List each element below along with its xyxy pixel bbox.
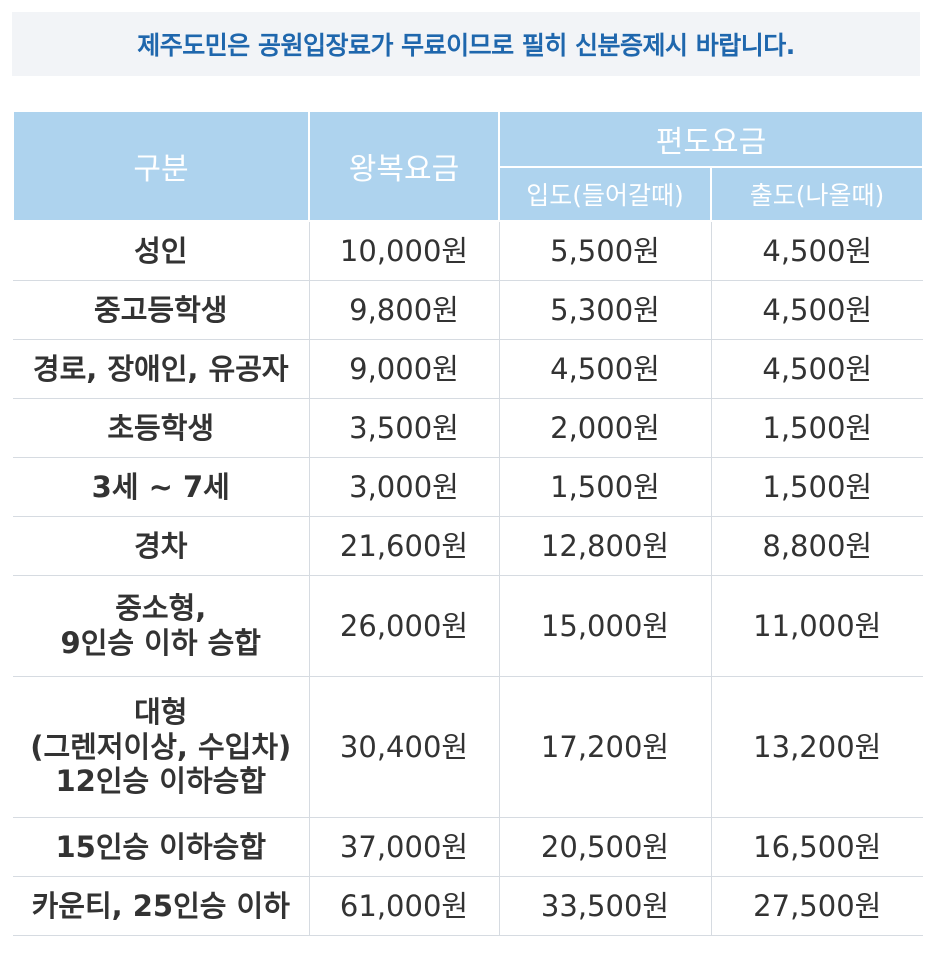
row-category: 3세 ~ 7세 — [13, 457, 310, 517]
header-leaving: 출도(나올때) — [710, 166, 924, 222]
row-round-trip: 9,000원 — [308, 339, 500, 399]
table-row: 중소형, 9인승 이하 승합 26,000원 15,000원 11,000원 — [13, 575, 923, 677]
row-entering: 5,300원 — [498, 280, 712, 340]
row-round-trip: 61,000원 — [308, 876, 500, 936]
row-round-trip: 26,000원 — [308, 575, 500, 677]
table-row: 대형 (그렌저이상, 수입차) 12인승 이하승합 30,400원 17,200… — [13, 676, 923, 818]
row-category: 15인승 이하승합 — [13, 817, 310, 877]
row-round-trip: 30,400원 — [308, 676, 500, 818]
fare-table: 구분 왕복요금 편도요금 입도(들어갈때) 출도(나올때) 성인 10,000원… — [12, 110, 924, 936]
row-leaving: 27,500원 — [710, 876, 923, 936]
table-row: 경차 21,600원 12,800원 8,800원 — [13, 516, 923, 576]
id-notice-banner: 제주도민은 공원입장료가 무료이므로 필히 신분증제시 바랍니다. — [12, 12, 920, 76]
row-entering: 1,500원 — [498, 457, 712, 517]
row-round-trip: 21,600원 — [308, 516, 500, 576]
header-category: 구분 — [12, 110, 310, 222]
table-row: 중고등학생 9,800원 5,300원 4,500원 — [13, 280, 923, 340]
row-category: 초등학생 — [13, 398, 310, 458]
header-entering: 입도(들어갈때) — [498, 166, 712, 222]
table-row: 15인승 이하승합 37,000원 20,500원 16,500원 — [13, 817, 923, 877]
header-one-way: 편도요금 — [498, 110, 924, 168]
id-notice-text: 제주도민은 공원입장료가 무료이므로 필히 신분증제시 바랍니다. — [137, 31, 795, 60]
row-entering: 20,500원 — [498, 817, 712, 877]
row-leaving: 1,500원 — [710, 457, 923, 517]
header-round-trip: 왕복요금 — [308, 110, 500, 222]
row-leaving: 16,500원 — [710, 817, 923, 877]
row-round-trip: 9,800원 — [308, 280, 500, 340]
row-round-trip: 3,000원 — [308, 457, 500, 517]
row-leaving: 4,500원 — [710, 220, 923, 281]
row-entering: 12,800원 — [498, 516, 712, 576]
table-row: 경로, 장애인, 유공자 9,000원 4,500원 4,500원 — [13, 339, 923, 399]
row-leaving: 13,200원 — [710, 676, 923, 818]
table-row: 카운티, 25인승 이하 61,000원 33,500원 27,500원 — [13, 876, 923, 936]
row-leaving: 4,500원 — [710, 339, 923, 399]
row-category: 경로, 장애인, 유공자 — [13, 339, 310, 399]
row-leaving: 8,800원 — [710, 516, 923, 576]
row-category: 중소형, 9인승 이하 승합 — [13, 575, 310, 677]
row-round-trip: 37,000원 — [308, 817, 500, 877]
row-entering: 15,000원 — [498, 575, 712, 677]
row-leaving: 11,000원 — [710, 575, 923, 677]
row-entering: 4,500원 — [498, 339, 712, 399]
row-round-trip: 10,000원 — [308, 220, 500, 281]
row-entering: 17,200원 — [498, 676, 712, 818]
row-leaving: 1,500원 — [710, 398, 923, 458]
row-leaving: 4,500원 — [710, 280, 923, 340]
row-category: 중고등학생 — [13, 280, 310, 340]
row-entering: 5,500원 — [498, 220, 712, 281]
table-row: 초등학생 3,500원 2,000원 1,500원 — [13, 398, 923, 458]
row-category: 경차 — [13, 516, 310, 576]
table-row: 3세 ~ 7세 3,000원 1,500원 1,500원 — [13, 457, 923, 517]
row-category: 대형 (그렌저이상, 수입차) 12인승 이하승합 — [13, 676, 310, 818]
row-entering: 33,500원 — [498, 876, 712, 936]
row-category: 카운티, 25인승 이하 — [13, 876, 310, 936]
row-entering: 2,000원 — [498, 398, 712, 458]
row-round-trip: 3,500원 — [308, 398, 500, 458]
row-category: 성인 — [13, 220, 310, 281]
table-row: 성인 10,000원 5,500원 4,500원 — [13, 220, 923, 281]
